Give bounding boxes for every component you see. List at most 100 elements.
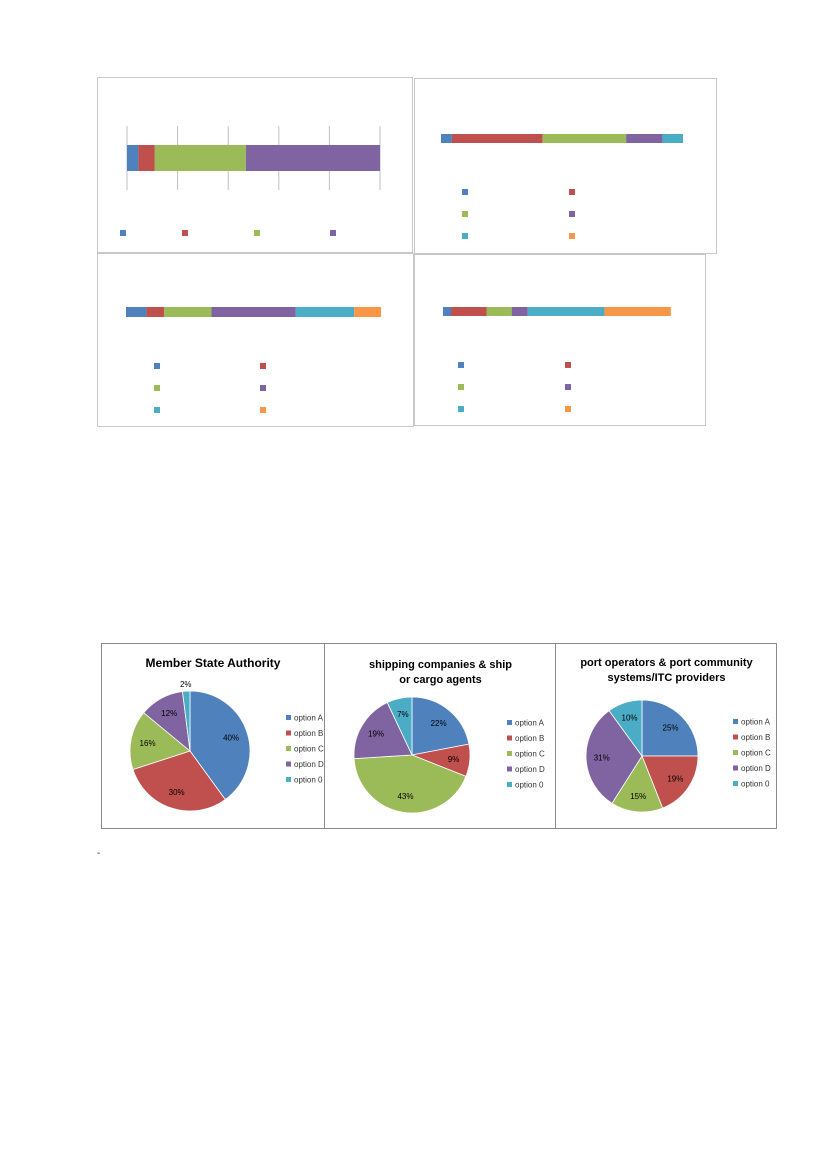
- pie-data-label: 25%: [663, 723, 679, 732]
- pie-chart-3-cell: port operators & port community systems/…: [555, 644, 777, 828]
- bar-segment: [451, 307, 487, 316]
- pie-chart-3: 25% 19% 15% 31% 10% option A option B option C o…: [585, 699, 771, 813]
- legend-label: option C: [741, 749, 771, 758]
- legend-swatch: [260, 363, 266, 369]
- legend-swatch: [154, 407, 160, 413]
- legend-swatch: [154, 363, 160, 369]
- legend-swatch: [733, 781, 738, 786]
- legend-label: option 0: [294, 776, 323, 785]
- bar-segment: [127, 145, 139, 171]
- pie-chart-2: 22% 9% 43% 19% 7% option A option B option C opt…: [353, 696, 545, 814]
- legend-swatch: [260, 385, 266, 391]
- legend-swatch: [286, 746, 291, 751]
- bar-chart-3: [126, 307, 381, 413]
- bar-segment: [443, 307, 452, 316]
- legend-swatch: [569, 211, 575, 217]
- legend-swatch: [330, 230, 336, 236]
- legend-swatch: [565, 384, 571, 390]
- pie-chart-2-title: shipping companies & ship or cargo agent…: [368, 659, 513, 686]
- bar-segment: [527, 307, 605, 316]
- legend-swatch: [462, 211, 468, 217]
- legend-label: option D: [294, 760, 324, 769]
- bar-segment: [164, 307, 212, 317]
- bar-chart-2-frame: [414, 78, 717, 254]
- bar-segment: [451, 134, 543, 143]
- pie-data-label: 9%: [448, 755, 460, 764]
- pie-slice: [353, 754, 467, 814]
- bar-chart-1: [120, 126, 381, 236]
- pie-data-label: 30%: [169, 788, 185, 797]
- legend-label: option B: [294, 729, 323, 738]
- pie-chart-1-cell: Member State Authority 40% 30% 16% 12% 2% opt…: [102, 644, 324, 828]
- pie-slice: [386, 696, 413, 756]
- pie-chart-1-title: Member State Authority: [145, 656, 281, 670]
- legend-label: option 0: [741, 780, 770, 789]
- pie-slice: [585, 710, 643, 804]
- pie-slice: [611, 755, 664, 813]
- legend-swatch: [154, 385, 160, 391]
- legend-swatch: [507, 720, 512, 725]
- pie-slice: [641, 755, 699, 809]
- bar-segment: [354, 307, 381, 317]
- bar-segment: [295, 307, 355, 317]
- legend-label: option A: [741, 718, 771, 727]
- pie-data-label: 12%: [161, 709, 177, 718]
- legend-swatch: [286, 715, 291, 720]
- legend-label: option B: [741, 733, 770, 742]
- bar-chart-1-frame: [97, 77, 413, 253]
- pie-data-label: 2%: [180, 680, 192, 689]
- bar-segment: [604, 307, 671, 316]
- legend-swatch: [565, 362, 571, 368]
- legend-swatch: [733, 719, 738, 724]
- legend-swatch: [569, 233, 575, 239]
- pie-data-label: 19%: [667, 775, 683, 784]
- bar-segment: [441, 134, 452, 143]
- bar-segment: [138, 145, 155, 171]
- pie-slice: [411, 696, 470, 756]
- legend-swatch: [569, 189, 575, 195]
- pie-data-label: 10%: [622, 714, 638, 723]
- pie-chart-2-cell: shipping companies & ship or cargo agent…: [324, 644, 556, 828]
- bar-segment: [662, 134, 683, 143]
- bar-segment: [211, 307, 296, 317]
- pie-slice: [182, 690, 191, 752]
- legend-label: option B: [515, 734, 544, 743]
- legend-swatch: [458, 362, 464, 368]
- bar-segment: [486, 307, 512, 316]
- legend-swatch: [507, 782, 512, 787]
- pie-data-label: 43%: [397, 792, 413, 801]
- pie-data-label: 31%: [594, 753, 610, 762]
- legend-swatch: [733, 734, 738, 740]
- legend-label: option C: [515, 750, 545, 759]
- legend-swatch: [462, 233, 468, 239]
- legend-label: option 0: [515, 781, 544, 790]
- pie-slice: [608, 699, 643, 758]
- bar-segment: [245, 145, 380, 171]
- legend-label: option D: [741, 764, 771, 773]
- legend-swatch: [260, 407, 266, 413]
- pie-chart-1: 40% 30% 16% 12% 2% option A option B option C op…: [129, 680, 324, 812]
- bar-chart-4: [443, 307, 671, 412]
- pie-charts-panel: Member State Authority 40% 30% 16% 12% 2% opt…: [101, 643, 777, 829]
- bar-segment: [126, 307, 147, 317]
- legend-swatch: [507, 766, 512, 772]
- legend-swatch: [182, 230, 188, 236]
- pie-chart-3-title: port operators & port community systems/…: [580, 657, 753, 684]
- bar-chart-4-frame: [414, 254, 706, 426]
- legend-swatch: [120, 230, 126, 236]
- bar-segment: [154, 145, 246, 171]
- pie-data-label: 7%: [397, 710, 409, 719]
- footnote-mark: -: [97, 848, 101, 859]
- legend-label: option A: [294, 714, 324, 723]
- legend-swatch: [286, 777, 291, 782]
- bar-segment: [542, 134, 627, 143]
- legend-label: option D: [515, 765, 545, 774]
- legend-swatch: [462, 189, 468, 195]
- legend-swatch: [254, 230, 260, 236]
- legend-swatch: [507, 735, 512, 741]
- legend-swatch: [565, 406, 571, 412]
- pie-slice: [641, 699, 699, 757]
- bar-chart-3-frame: [97, 253, 414, 427]
- pie-data-label: 22%: [431, 719, 447, 728]
- legend-swatch: [733, 750, 738, 755]
